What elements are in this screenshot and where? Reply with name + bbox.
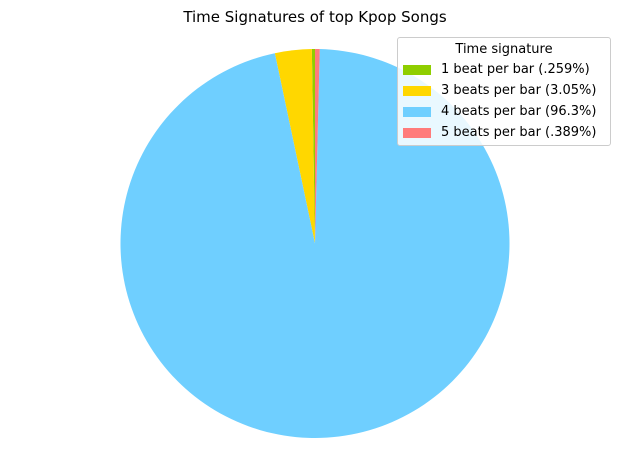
legend-swatch-1-beat	[403, 65, 431, 75]
legend-swatch-3-beats	[403, 86, 431, 96]
pie-slice-2	[274, 49, 315, 244]
legend-item-4-beats: 4 beats per bar (96.3%)	[398, 101, 610, 122]
legend-swatch-4-beats	[403, 107, 431, 117]
legend-item-5-beats: 5 beats per bar (.389%)	[398, 122, 610, 143]
legend-swatch-5-beats	[403, 128, 431, 138]
pie-slice-1	[311, 49, 315, 244]
legend-item-1-beat: 1 beat per bar (.259%)	[398, 59, 610, 80]
pie-slices	[120, 49, 510, 438]
chart-title: Time Signatures of top Kpop Songs	[183, 8, 447, 26]
legend: Time signature 1 beat per bar (.259%) 3 …	[397, 37, 611, 146]
legend-title: Time signature	[455, 42, 553, 57]
legend-label-5-beats: 5 beats per bar (.389%)	[441, 125, 597, 140]
pie-slice-3	[120, 49, 510, 438]
legend-label-4-beats: 4 beats per bar (96.3%)	[441, 104, 597, 119]
legend-item-3-beats: 3 beats per bar (3.05%)	[398, 80, 610, 101]
legend-label-1-beat: 1 beat per bar (.259%)	[441, 62, 590, 77]
legend-label-3-beats: 3 beats per bar (3.05%)	[441, 83, 597, 98]
pie-slice-4	[315, 49, 320, 244]
